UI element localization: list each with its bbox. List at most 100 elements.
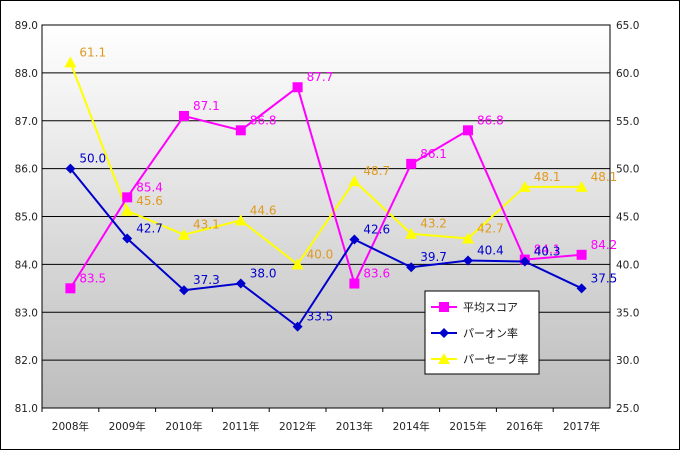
data-point	[576, 283, 587, 294]
x-tick-label: 2010年	[165, 420, 202, 433]
data-point	[292, 321, 303, 332]
right-tick-label: 35.0	[616, 307, 639, 319]
data-point	[235, 125, 246, 136]
data-label: 50.0	[79, 152, 106, 166]
data-label: 40.0	[307, 247, 334, 261]
data-point	[65, 283, 76, 294]
data-point	[64, 56, 77, 68]
left-tick-label: 82.0	[15, 355, 38, 367]
data-label: 45.6	[136, 194, 163, 208]
right-tick-label: 25.0	[616, 403, 639, 415]
data-point	[349, 234, 360, 245]
data-point	[178, 228, 190, 240]
right-tick-label: 50.0	[616, 164, 639, 176]
data-point	[462, 232, 474, 244]
legend-label: 平均スコア	[463, 301, 518, 314]
x-tick-label: 2011年	[222, 420, 259, 433]
data-point	[463, 255, 473, 266]
data-label: 86.8	[477, 113, 504, 127]
x-tick-label: 2013年	[336, 420, 373, 433]
data-point	[121, 204, 134, 216]
series-line	[69, 167, 583, 329]
data-label: 86.1	[420, 147, 447, 161]
data-label: 40.4	[477, 244, 504, 258]
x-tick-label: 2008年	[52, 420, 89, 433]
data-label: 42.7	[477, 222, 504, 236]
data-point	[576, 249, 587, 260]
data-point	[349, 278, 360, 289]
data-label: 42.6	[363, 222, 390, 236]
data-point	[348, 175, 361, 187]
left-tick-label: 87.0	[15, 116, 38, 128]
left-tick-label: 85.0	[15, 212, 38, 224]
data-label: 48.1	[591, 170, 618, 184]
x-tick-label: 2014年	[393, 420, 430, 433]
data-label: 87.7	[307, 70, 334, 84]
series-line	[69, 85, 582, 289]
data-point	[235, 278, 246, 289]
right-tick-label: 45.0	[616, 212, 639, 224]
x-tick-label: 2016年	[506, 420, 543, 433]
right-tick-label: 30.0	[616, 355, 639, 367]
right-tick-label: 65.0	[616, 20, 639, 32]
data-point	[122, 233, 133, 244]
data-label: 61.1	[79, 45, 106, 59]
data-label: 33.5	[307, 310, 334, 324]
data-label: 87.1	[193, 99, 220, 113]
data-label: 42.7	[136, 222, 163, 236]
data-point	[438, 353, 450, 364]
legend-label: パーセーブ率	[463, 352, 528, 366]
legend-label: パーオン率	[463, 326, 518, 340]
left-tick-label: 88.0	[15, 68, 38, 80]
data-label: 86.8	[250, 113, 277, 127]
data-label: 38.0	[250, 267, 277, 281]
data-label: 48.7	[363, 164, 390, 178]
x-axis: 2008年 2009年 2010年 2011年 2012年 2013年 2014年 2015年…	[41, 408, 600, 433]
data-point	[122, 192, 133, 203]
left-tick-label: 84.0	[15, 259, 38, 271]
left-tick-label: 81.0	[15, 403, 38, 415]
x-tick-label: 2009年	[109, 420, 146, 433]
x-tick-label: 2012年	[279, 420, 316, 433]
data-point	[291, 258, 304, 270]
data-point	[179, 285, 189, 296]
series-line	[69, 61, 582, 266]
data-label: 85.4	[136, 180, 163, 194]
data-point	[463, 125, 473, 136]
data-point	[179, 110, 189, 121]
data-label: 39.7	[420, 250, 447, 264]
data-point	[518, 180, 531, 192]
data-label: 83.6	[363, 267, 390, 281]
data-label: 43.2	[420, 217, 447, 231]
data-label: 84.1	[534, 243, 561, 257]
x-tick-label: 2015年	[449, 420, 486, 433]
data-point	[292, 82, 303, 93]
data-point	[234, 214, 247, 226]
series-layer	[64, 56, 588, 332]
data-label: 48.1	[534, 170, 561, 184]
data-label: 84.2	[591, 238, 618, 252]
right-tick-label: 40.0	[616, 259, 639, 271]
data-point	[406, 158, 417, 169]
left-tick-label: 83.0	[15, 307, 38, 319]
right-tick-label: 55.0	[616, 116, 639, 128]
data-label: 37.3	[193, 273, 220, 287]
right-axis: 25.0 30.0 35.0 40.0 45.0 50.0 55.0 60.0 65.0	[616, 20, 639, 415]
data-label: 43.1	[193, 218, 220, 232]
data-point	[439, 328, 449, 338]
x-tick-label: 2017年	[563, 420, 600, 433]
data-point	[439, 302, 449, 312]
gridlines	[42, 72, 610, 361]
data-label: 44.6	[250, 203, 277, 217]
left-axis: 81.0 82.0 83.0 84.0 85.0 86.0 87.0 88.0 89.0	[15, 20, 38, 415]
data-labels: 83.5 85.4 87.1 86.8 87.7 83.6 86.1 86.8 84.1 84.2…	[79, 45, 617, 323]
data-point	[519, 256, 530, 267]
data-point	[406, 262, 417, 273]
data-label: 83.5	[79, 271, 106, 285]
left-tick-label: 89.0	[15, 20, 38, 32]
right-tick-label: 60.0	[616, 68, 639, 80]
data-label: 40.3	[534, 245, 561, 259]
